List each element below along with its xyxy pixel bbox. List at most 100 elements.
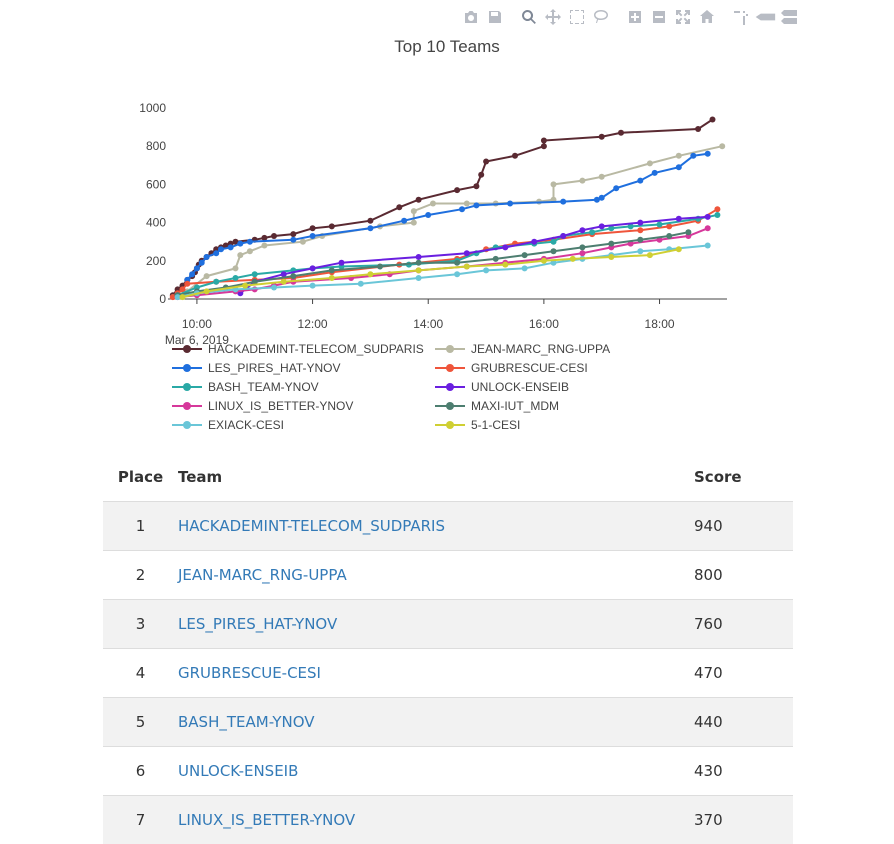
data-point[interactable] [228,244,234,250]
data-point[interactable] [271,233,277,239]
data-point[interactable] [204,288,210,294]
data-point[interactable] [705,225,711,231]
data-point[interactable] [416,197,422,203]
data-point[interactable] [194,265,200,271]
data-point[interactable] [676,246,682,252]
data-point[interactable] [237,241,243,247]
data-point[interactable] [199,260,205,266]
data-point[interactable] [502,244,508,250]
data-point[interactable] [551,239,557,245]
data-point[interactable] [213,250,219,256]
data-point[interactable] [618,130,624,136]
data-point[interactable] [367,271,373,277]
data-point[interactable] [676,164,682,170]
data-point[interactable] [710,117,716,123]
team-link[interactable]: GRUBRESCUE-CESI [178,664,321,682]
data-point[interactable] [599,223,605,229]
data-point[interactable] [676,153,682,159]
data-point[interactable] [247,239,253,245]
legend-item[interactable]: MAXI-IUT_MDM [435,398,642,414]
data-point[interactable] [478,172,484,178]
data-point[interactable] [531,239,537,245]
data-point[interactable] [367,218,373,224]
data-point[interactable] [579,250,585,256]
data-point[interactable] [290,273,296,279]
data-point[interactable] [233,275,239,281]
data-point[interactable] [329,223,335,229]
data-point[interactable] [459,206,465,212]
data-point[interactable] [411,220,417,226]
data-point[interactable] [647,160,653,166]
data-point[interactable] [218,246,224,252]
data-point[interactable] [589,229,595,235]
data-point[interactable] [290,237,296,243]
data-point[interactable] [507,201,513,207]
team-header[interactable]: Team [178,452,694,502]
data-point[interactable] [608,254,614,260]
data-point[interactable] [676,216,682,222]
data-point[interactable] [425,212,431,218]
data-point[interactable] [541,143,547,149]
data-point[interactable] [637,178,643,184]
data-point[interactable] [560,199,566,205]
data-point[interactable] [541,258,547,264]
data-point[interactable] [637,248,643,254]
data-point[interactable] [502,262,508,268]
data-point[interactable] [464,201,470,207]
data-point[interactable] [652,170,658,176]
data-point[interactable] [464,250,470,256]
data-point[interactable] [189,271,195,277]
data-point[interactable] [416,260,422,266]
data-point[interactable] [271,285,277,291]
data-point[interactable] [213,279,219,285]
data-point[interactable] [329,275,335,281]
data-point[interactable] [411,208,417,214]
data-point[interactable] [310,233,316,239]
data-point[interactable] [570,256,576,262]
data-point[interactable] [430,201,436,207]
legend-item[interactable]: LES_PIRES_HAT-YNOV [172,360,435,376]
data-point[interactable] [705,243,711,249]
legend-item[interactable]: GRUBRESCUE-CESI [435,360,642,376]
data-point[interactable] [685,229,691,235]
data-point[interactable] [714,212,720,218]
data-point[interactable] [204,254,210,260]
data-point[interactable] [705,214,711,220]
legend-item[interactable]: EXIACK-CESI [172,417,435,433]
data-point[interactable] [551,248,557,254]
data-point[interactable] [695,126,701,132]
data-point[interactable] [473,183,479,189]
legend-item[interactable]: UNLOCK-ENSEIB [435,379,642,395]
data-point[interactable] [666,233,672,239]
data-point[interactable] [551,181,557,187]
data-point[interactable] [261,243,267,249]
team-link[interactable]: BASH_TEAM-YNOV [178,713,315,731]
data-point[interactable] [608,241,614,247]
legend-item[interactable]: LINUX_IS_BETTER-YNOV [172,398,435,414]
data-point[interactable] [310,225,316,231]
data-point[interactable] [522,252,528,258]
data-point[interactable] [454,187,460,193]
data-point[interactable] [483,159,489,165]
data-point[interactable] [358,281,364,287]
team-link[interactable]: HACKADEMINT-TELECOM_SUDPARIS [178,517,445,535]
data-point[interactable] [416,254,422,260]
data-point[interactable] [233,265,239,271]
data-point[interactable] [690,153,696,159]
data-point[interactable] [180,294,186,300]
data-point[interactable] [252,271,258,277]
data-point[interactable] [637,237,643,243]
data-point[interactable] [290,231,296,237]
place-header[interactable]: Place [103,452,178,502]
data-point[interactable] [637,227,643,233]
data-point[interactable] [637,220,643,226]
data-point[interactable] [300,239,306,245]
data-point[interactable] [204,273,210,279]
data-point[interactable] [396,204,402,210]
data-point[interactable] [242,283,248,289]
data-point[interactable] [310,283,316,289]
data-point[interactable] [339,260,345,266]
data-point[interactable] [454,271,460,277]
data-point[interactable] [281,279,287,285]
data-point[interactable] [416,267,422,273]
